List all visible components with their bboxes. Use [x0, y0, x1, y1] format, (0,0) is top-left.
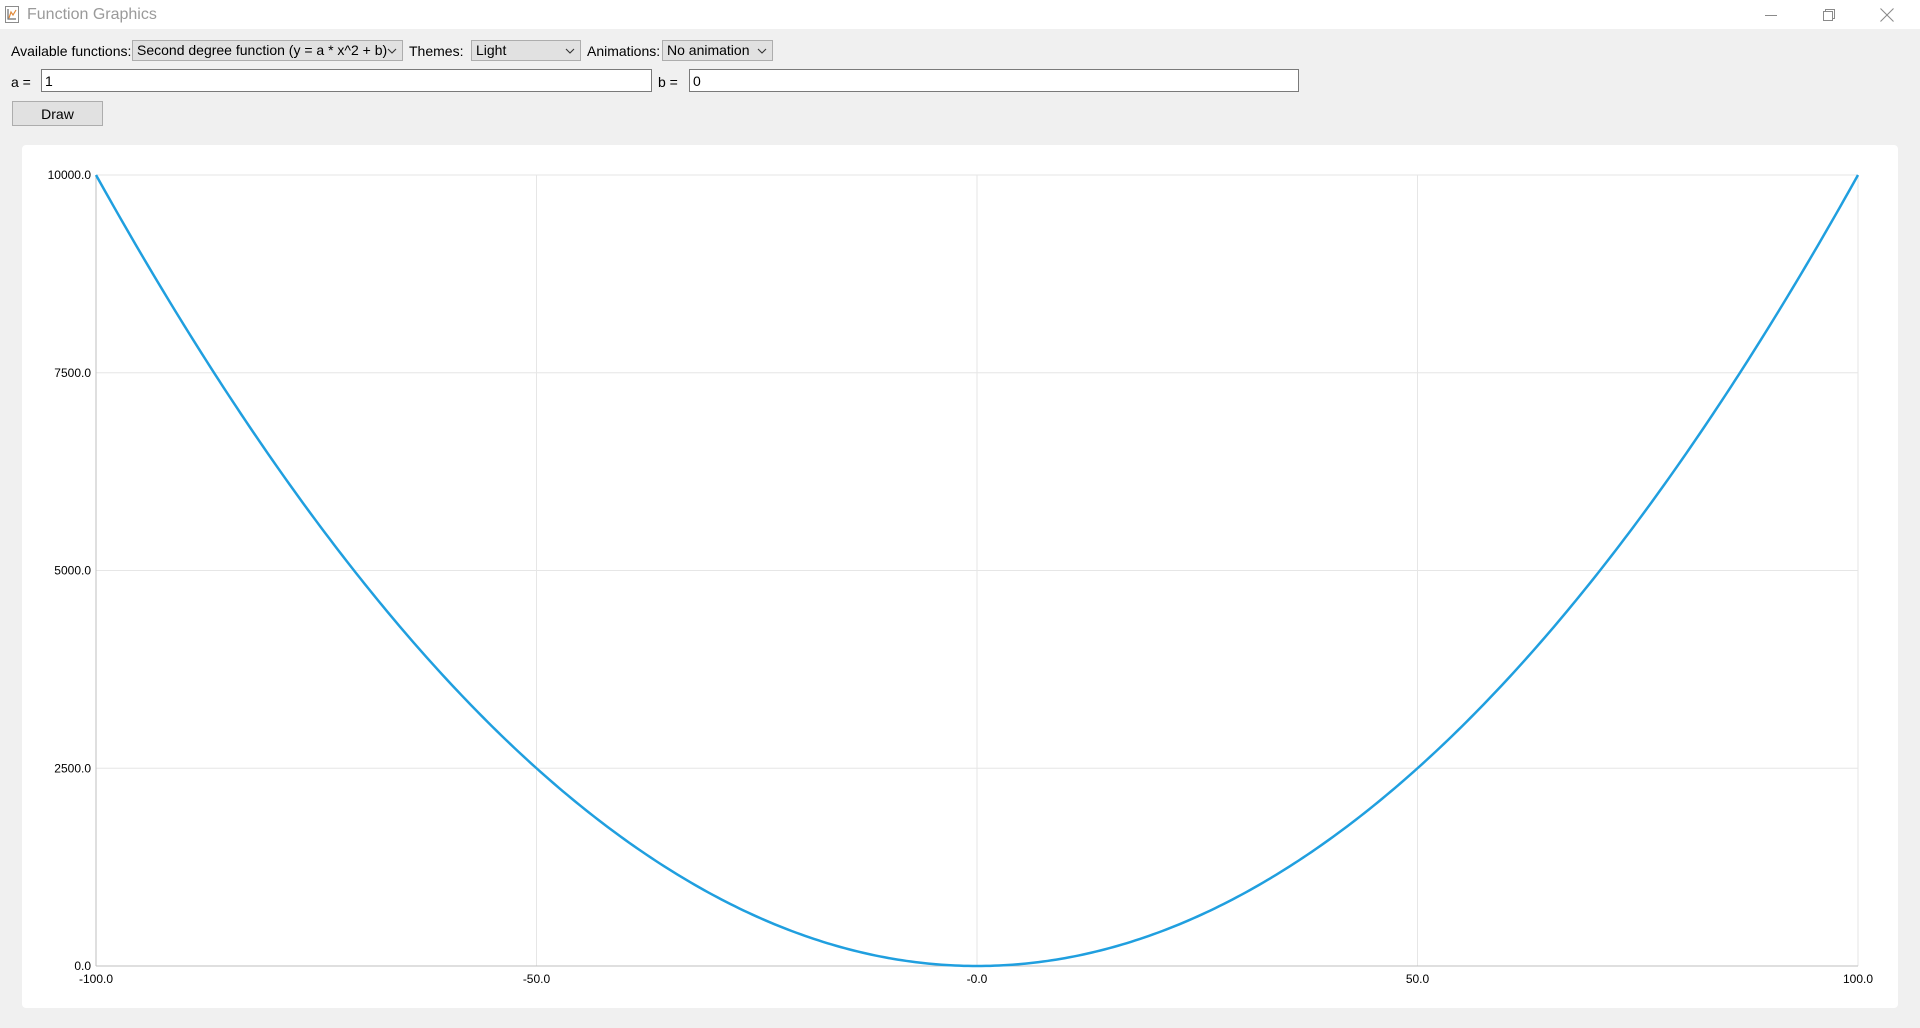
x-tick-label: -100.0 — [79, 972, 113, 986]
x-tick-label: -0.0 — [967, 972, 988, 986]
x-tick-label: -50.0 — [523, 972, 551, 986]
chart-series — [94, 174, 1860, 968]
animations-select-value: No animation — [667, 42, 750, 58]
title-bar[interactable]: Function Graphics — [0, 0, 1920, 29]
restore-icon — [1823, 8, 1835, 21]
y-tick-label: 5000.0 — [54, 564, 91, 578]
a-label: a = — [11, 74, 31, 90]
draw-button[interactable]: Draw — [12, 101, 103, 126]
restore-button[interactable] — [1800, 0, 1858, 29]
themes-label: Themes: — [409, 43, 464, 59]
function-chart: 0.0 2500.0 5000.0 7500.0 10000.0 -100.0 -50.0… — [48, 168, 1874, 986]
functions-label: Available functions: — [11, 43, 132, 59]
x-tick-labels: -100.0 -50.0 -0.0 50.0 100.0 — [79, 972, 1873, 986]
b-label: b = — [658, 74, 678, 90]
x-tick-label: 100.0 — [1843, 972, 1873, 986]
b-input[interactable] — [689, 69, 1299, 92]
animations-label: Animations: — [587, 43, 661, 59]
animations-select[interactable]: No animation — [662, 40, 773, 61]
themes-select[interactable]: Light — [471, 40, 581, 61]
chevron-down-icon — [565, 48, 575, 54]
close-icon — [1880, 7, 1894, 22]
window-title: Function Graphics — [27, 6, 157, 23]
a-input[interactable] — [41, 69, 652, 92]
themes-select-value: Light — [476, 42, 507, 58]
y-tick-label: 2500.0 — [54, 761, 91, 775]
minimize-button[interactable] — [1742, 0, 1800, 29]
y-tick-label: 7500.0 — [54, 366, 91, 380]
functions-select[interactable]: Second degree function (y = a * x^2 + b) — [132, 40, 403, 61]
chart-panel: 0.0 2500.0 5000.0 7500.0 10000.0 -100.0 -50.0… — [22, 145, 1898, 1008]
chevron-down-icon — [387, 48, 397, 54]
close-button[interactable] — [1858, 0, 1916, 29]
chevron-down-icon — [757, 48, 767, 54]
functions-select-value: Second degree function (y = a * x^2 + b) — [137, 42, 388, 58]
app-icon — [5, 6, 19, 23]
y-tick-labels: 0.0 2500.0 5000.0 7500.0 10000.0 — [48, 168, 92, 973]
chart-grid — [95, 174, 1859, 967]
series-line — [94, 174, 1860, 968]
x-tick-label: 50.0 — [1406, 972, 1430, 986]
y-tick-label: 10000.0 — [48, 168, 92, 182]
minimize-icon — [1765, 14, 1777, 16]
y-tick-label: 0.0 — [74, 959, 91, 973]
